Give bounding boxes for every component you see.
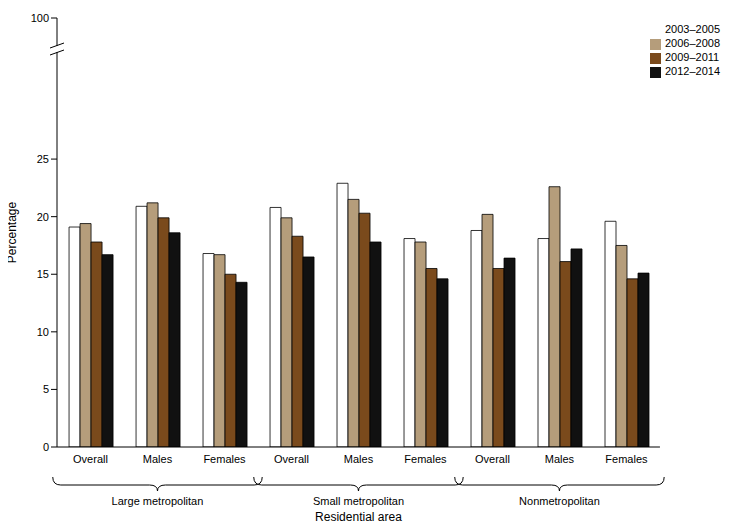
- svg-text:Residential area: Residential area: [315, 510, 402, 521]
- svg-text:Females: Females: [605, 453, 648, 465]
- svg-text:Males: Males: [143, 453, 173, 465]
- html-text:2006–2008: 2006–2008: [664, 37, 720, 49]
- svg-text:Nonmetropolitan: Nonmetropolitan: [519, 495, 600, 507]
- svg-text:Percentage: Percentage: [8, 201, 19, 263]
- svg-text:Overall: Overall: [274, 453, 309, 465]
- svg-text:Males: Males: [344, 453, 374, 465]
- svg-text:Large metropolitan: Large metropolitan: [112, 495, 204, 507]
- svg-text:10: 10: [37, 326, 49, 338]
- svg-text:Small metropolitan: Small metropolitan: [313, 495, 404, 507]
- svg-text:100: 100: [31, 12, 49, 24]
- svg-text:20: 20: [37, 211, 49, 223]
- html-text:2012–2014: 2012–2014: [664, 65, 720, 77]
- html-text:2003–2005: 2003–2005: [664, 23, 720, 35]
- svg-text:25: 25: [37, 153, 49, 165]
- svg-text:Females: Females: [404, 453, 447, 465]
- svg-text:Overall: Overall: [73, 453, 108, 465]
- svg-text:15: 15: [37, 268, 49, 280]
- svg-text:Males: Males: [545, 453, 575, 465]
- html-text:2009–2011: 2009–2011: [664, 51, 720, 63]
- svg-text:5: 5: [43, 383, 49, 395]
- svg-text:Overall: Overall: [475, 453, 510, 465]
- svg-text:0: 0: [43, 441, 49, 453]
- svg-text:Females: Females: [203, 453, 246, 465]
